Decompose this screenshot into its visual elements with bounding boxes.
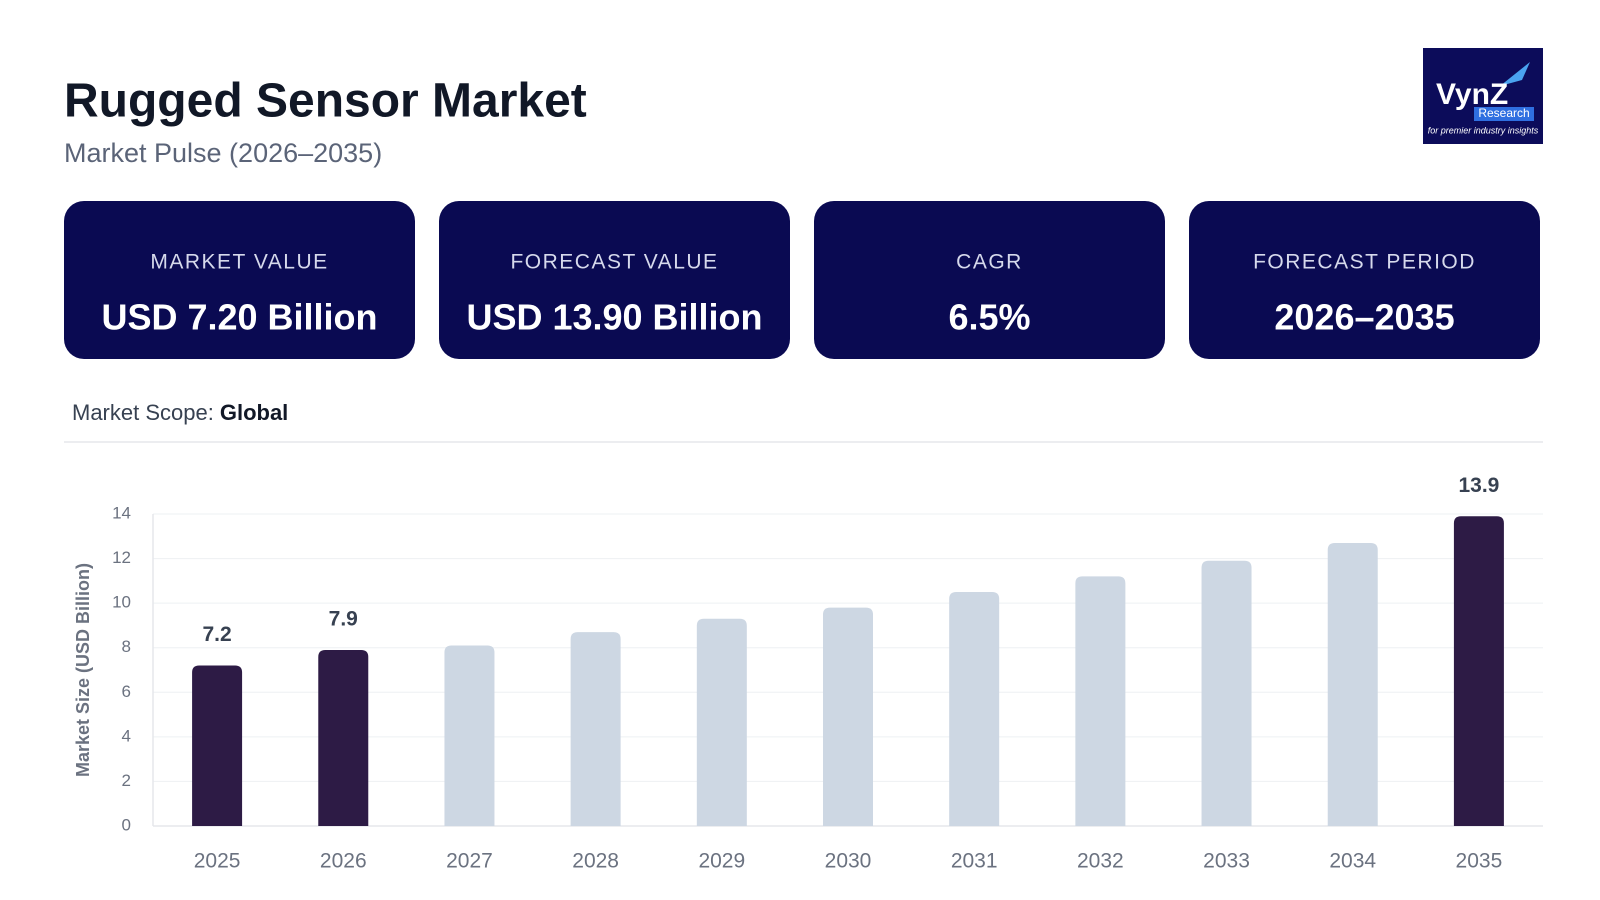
x-tick-label: 2031 [951,850,998,873]
logo-name: VynZ [1436,78,1508,111]
card-label: FORECAST PERIOD [1253,251,1476,274]
card-label: CAGR [956,251,1023,274]
subtitle: Market Pulse (2026–2035) [64,138,382,168]
card-label: FORECAST VALUE [510,251,718,274]
card [1189,201,1540,359]
value-label: 7.9 [329,607,358,630]
scope: Market Scope: Global [72,400,288,425]
value-label: 7.2 [202,623,231,646]
logo-box [1423,48,1543,144]
y-axis-label: Market Size (USD Billion) [73,563,93,777]
logo-arrow [1500,62,1530,86]
scope-value: Global [220,400,288,425]
x-tick-label: 2026 [320,850,367,873]
card-value: 2026–2035 [1274,297,1454,338]
bar [318,649,369,826]
x-tick-label: 2027 [446,850,493,873]
value-label: 13.9 [1458,474,1499,497]
y-tick-label: 0 [122,815,131,834]
x-tick-label: 2033 [1203,850,1250,873]
y-tick-label: 8 [122,637,131,656]
card-value: 6.5% [948,297,1030,338]
bar [696,618,747,826]
cards: MARKET VALUE USD 7.20 Billion FORECAST VAL… [64,201,1540,359]
title: Rugged Sensor Market [64,75,587,128]
chart: 0 2 4 6 8 10 12 14 2025 7.2 2026 7.9 2027 2028 2029 203… [112,474,1543,873]
y-tick-label: 12 [112,548,131,567]
logo-tagline: for premier industry insights [1428,125,1539,135]
card [64,201,415,359]
x-tick-label: 2035 [1456,850,1503,873]
card [814,201,1165,359]
logo-sub-bg [1474,107,1534,121]
bar [570,632,621,826]
x-tick-label: 2030 [825,850,872,873]
x-tick-label: 2034 [1329,850,1376,873]
y-tick-label: 4 [122,726,131,745]
card-value: USD 13.90 Billion [466,297,762,338]
scope-label: Market Scope: [72,400,214,425]
bar [1453,516,1504,826]
bar [823,607,873,826]
x-tick-label: 2025 [194,850,241,873]
x-tick-label: 2029 [698,850,745,873]
card [439,201,790,359]
card-label: MARKET VALUE [150,251,328,274]
y-tick-label: 10 [112,593,131,612]
bar [949,592,1000,826]
bar [192,665,243,826]
bar [444,645,495,826]
y-tick-label: 2 [122,771,131,790]
bar [1075,576,1126,826]
logo-sub: Research [1478,106,1529,120]
card-value: USD 7.20 Billion [101,297,377,338]
bar [1327,542,1378,826]
bar [1201,560,1252,826]
x-tick-label: 2028 [572,850,619,873]
x-tick-label: 2032 [1077,850,1124,873]
y-tick-label: 14 [112,503,131,522]
y-tick-label: 6 [122,682,131,701]
logo: VynZ Research for premier industry insig… [1423,48,1543,144]
